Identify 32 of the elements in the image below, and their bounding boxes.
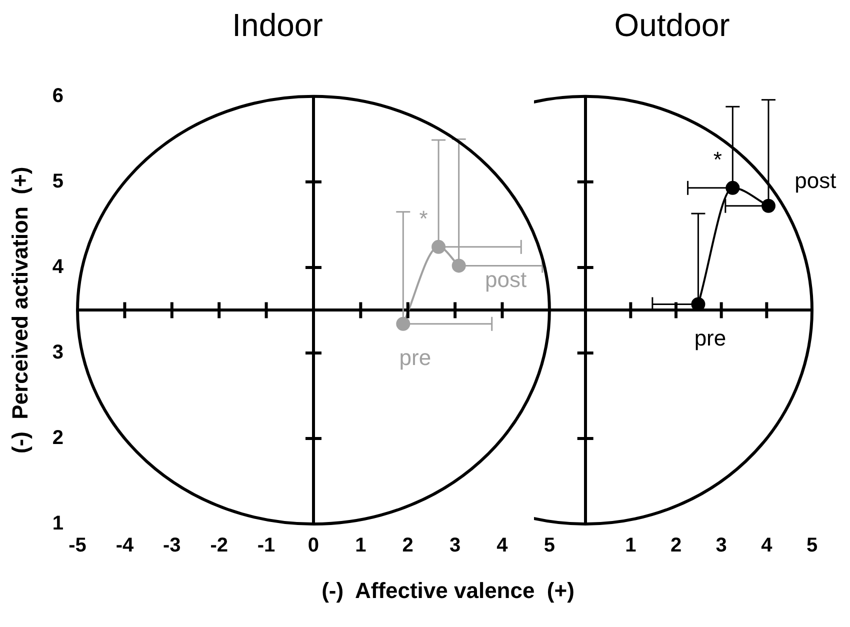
y-tick-label: 3 (52, 341, 64, 364)
x-tick-label: 3 (449, 534, 461, 557)
y-tick-label: 2 (52, 426, 64, 449)
x-tick-label: -5 (68, 534, 86, 557)
annotation: pre (399, 344, 432, 370)
y-tick-label: 4 (52, 256, 64, 278)
x-tick-label: 1 (355, 534, 366, 557)
x-tick-label: -4 (116, 534, 134, 557)
x-tick-label: 1 (625, 534, 636, 557)
chart-title: Outdoor (614, 7, 730, 44)
x-tick-label: 5 (806, 534, 818, 557)
annotation: post (485, 266, 527, 292)
y-tick-label: 1 (52, 512, 64, 535)
y-tick-label: 6 (52, 84, 64, 107)
x-tick-label: 4 (761, 534, 774, 557)
x-tick-label: 3 (716, 534, 727, 557)
annotation: * (419, 206, 428, 231)
x-axis-title: (-) Affective valence (+) (320, 578, 576, 604)
y-tick-label: 5 (52, 170, 64, 192)
x-tick-label: -3 (163, 534, 181, 557)
annotation: * (713, 146, 722, 172)
chart-title: Indoor (232, 7, 324, 44)
x-tick-label: 5 (544, 534, 555, 557)
x-tick-label: 2 (402, 534, 414, 557)
x-tick-label: -2 (210, 534, 228, 557)
y-axis-title: (-) Perceived activation (+) (7, 166, 32, 454)
x-tick-label: 0 (308, 534, 320, 557)
annotation: pre (694, 325, 726, 350)
annotation: post (794, 168, 836, 193)
x-tick-label: 2 (670, 534, 682, 557)
x-tick-label: 4 (496, 534, 509, 557)
x-tick-label: -1 (257, 534, 276, 557)
